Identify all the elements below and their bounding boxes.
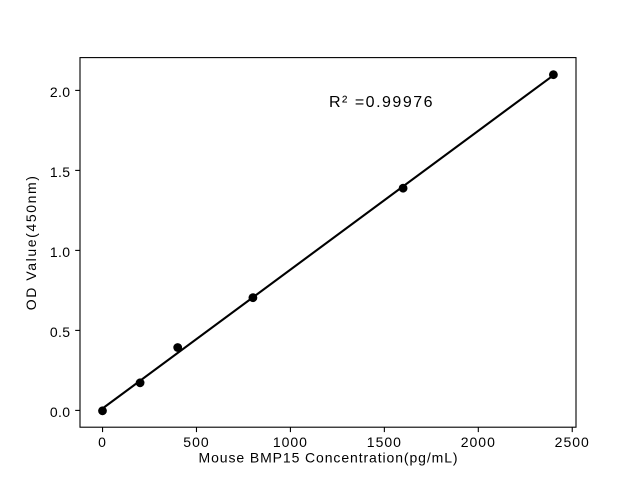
svg-text:1000: 1000 — [273, 434, 308, 450]
svg-text:2.0: 2.0 — [50, 84, 71, 100]
svg-text:OD Value(450nm): OD Value(450nm) — [23, 175, 39, 311]
svg-text:0.0: 0.0 — [50, 404, 71, 420]
svg-text:0: 0 — [98, 434, 107, 450]
svg-text:2000: 2000 — [461, 434, 496, 450]
svg-text:0.5: 0.5 — [50, 324, 71, 340]
svg-text:R² =0.99976: R² =0.99976 — [329, 94, 434, 111]
svg-text:1500: 1500 — [367, 434, 402, 450]
svg-text:1.5: 1.5 — [50, 164, 71, 180]
svg-text:500: 500 — [183, 434, 209, 450]
svg-text:Mouse BMP15 Concentration(pg/m: Mouse BMP15 Concentration(pg/mL) — [199, 450, 459, 466]
svg-text:2500: 2500 — [555, 434, 590, 450]
svg-text:1.0: 1.0 — [50, 244, 71, 260]
